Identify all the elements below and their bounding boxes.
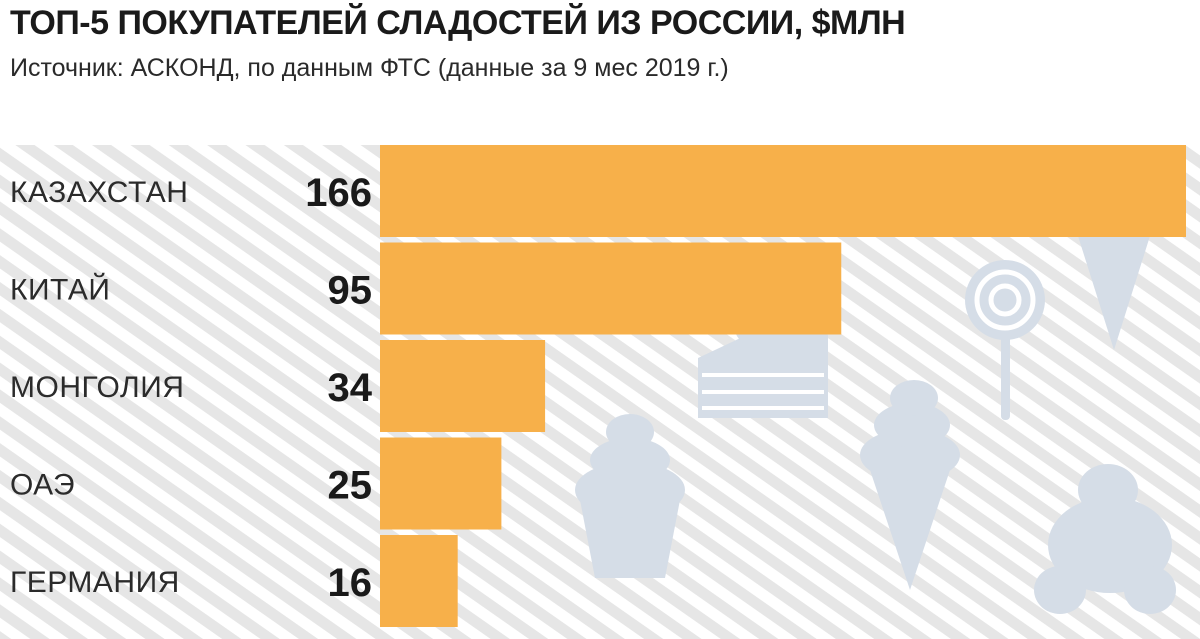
croissant-icon	[1034, 464, 1176, 614]
category-labels: КАЗАХСТАН КИТАЙ МОНГОЛИЯ ОАЭ ГЕРМАНИЯ	[10, 176, 188, 599]
bar-china	[380, 242, 842, 335]
soft-serve-cone-icon	[860, 380, 960, 590]
cupcake-icon	[575, 414, 685, 578]
bars	[380, 145, 1186, 627]
category-label-kazakhstan: КАЗАХСТАН	[10, 176, 188, 209]
bar-kazakhstan	[380, 145, 1186, 237]
value-label-uae: 25	[328, 464, 373, 508]
bar-germany	[380, 535, 458, 627]
value-label-mongolia: 34	[328, 366, 373, 410]
bar-mongolia	[380, 340, 546, 432]
chart-title: ТОП-5 ПОКУПАТЕЛЕЙ СЛАДОСТЕЙ ИЗ РОССИИ, $…	[10, 4, 906, 42]
category-label-uae: ОАЭ	[10, 469, 75, 502]
category-label-mongolia: МОНГОЛИЯ	[10, 371, 184, 404]
bar-uae	[380, 437, 502, 530]
lollipop-icon	[965, 260, 1045, 420]
category-label-china: КИТАЙ	[10, 273, 110, 307]
value-label-kazakhstan: 166	[305, 171, 372, 215]
value-labels: 166 95 34 25 16	[305, 171, 372, 605]
value-label-china: 95	[328, 269, 373, 313]
value-label-germany: 16	[328, 561, 373, 605]
chart-subtitle: Источник: АСКОНД, по данным ФТС (данные …	[10, 54, 729, 82]
category-label-germany: ГЕРМАНИЯ	[10, 566, 180, 599]
